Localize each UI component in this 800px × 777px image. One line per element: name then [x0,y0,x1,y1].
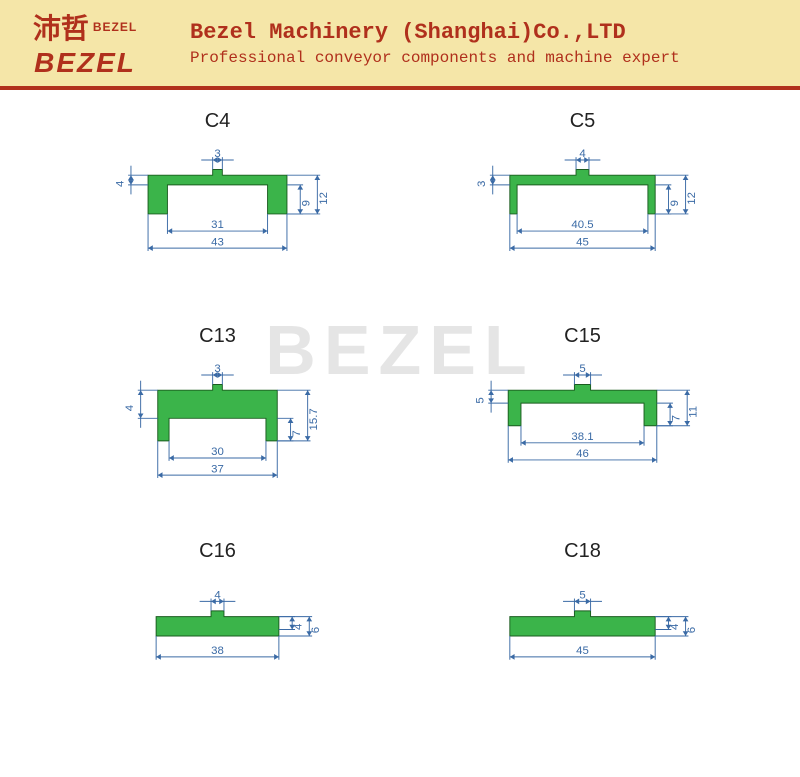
profile-grid: C4 349123143 C5 4391240.545 C13 34715.73… [50,110,750,750]
svg-text:7: 7 [671,415,683,421]
label-c18: C18 [564,540,601,563]
svg-text:4: 4 [579,148,585,160]
header-text: Bezel Machinery (Shanghai)Co.,LTD Profes… [170,20,790,67]
svg-text:6: 6 [686,627,698,633]
svg-text:5: 5 [579,590,585,602]
diagram-c5: 4 3 9 12 40.5 45 [440,141,725,303]
label-c15: C15 [564,325,601,348]
svg-text:4: 4 [124,405,136,411]
svg-text:31: 31 [211,219,224,231]
company-subtitle: Professional conveyor components and mac… [190,49,790,67]
label-c5: C5 [570,110,596,133]
svg-text:6: 6 [310,627,322,633]
diagram-c13: 3 4 7 15.7 30 37 [75,356,360,518]
svg-text:4: 4 [293,624,305,630]
svg-text:40.5: 40.5 [571,219,593,231]
cell-c4: C4 3 4 9 12 31 43 [50,110,385,320]
svg-text:9: 9 [669,200,681,206]
main-diagram-area: BEZEL C4 349123143 C5 4391240.545 C13 34… [0,90,800,770]
svg-text:12: 12 [686,192,698,205]
cell-c18: C18 5 46 45 [415,540,750,750]
svg-text:37: 37 [211,463,224,475]
cell-c15: C15 5 5 7 11 38.1 46 [415,325,750,535]
company-title: Bezel Machinery (Shanghai)Co.,LTD [190,20,790,45]
logo-block: 沛哲 BEZEL BEZEL [10,7,160,79]
label-c16: C16 [199,540,236,563]
svg-text:3: 3 [214,148,220,160]
cell-c5: C5 4 3 9 12 40.5 45 [415,110,750,320]
svg-text:7: 7 [291,430,303,436]
svg-text:38.1: 38.1 [571,431,593,443]
logo-main: BEZEL [34,47,136,79]
svg-text:12: 12 [318,192,330,205]
svg-text:11: 11 [688,406,700,418]
svg-text:45: 45 [576,236,589,248]
header-banner: 沛哲 BEZEL BEZEL Bezel Machinery (Shanghai… [0,0,800,90]
logo-chinese: 沛哲 [33,7,89,47]
diagram-c16: 44638 [75,571,360,733]
logo-sub: BEZEL [93,20,137,34]
label-c4: C4 [205,110,231,133]
svg-text:45: 45 [576,645,589,657]
diagram-c18: 5 46 45 [440,571,725,733]
svg-text:9: 9 [301,200,313,206]
svg-text:46: 46 [576,448,589,460]
svg-text:38: 38 [211,645,224,657]
svg-text:5: 5 [475,397,487,403]
svg-text:30: 30 [211,446,224,458]
cell-c13: C13 3 4 7 15.7 30 37 [50,325,385,535]
svg-text:4: 4 [669,624,681,630]
cell-c16: C16 44638 [50,540,385,750]
svg-text:4: 4 [114,181,126,187]
svg-text:3: 3 [476,181,488,187]
svg-text:3: 3 [214,363,220,375]
svg-text:43: 43 [211,236,224,248]
svg-text:5: 5 [579,363,585,375]
diagram-c4: 3 4 9 12 31 43 [75,141,360,303]
svg-text:4: 4 [214,590,220,602]
svg-text:15.7: 15.7 [308,408,320,430]
label-c13: C13 [199,325,236,348]
diagram-c15: 5 5 7 11 38.1 46 [440,356,725,518]
